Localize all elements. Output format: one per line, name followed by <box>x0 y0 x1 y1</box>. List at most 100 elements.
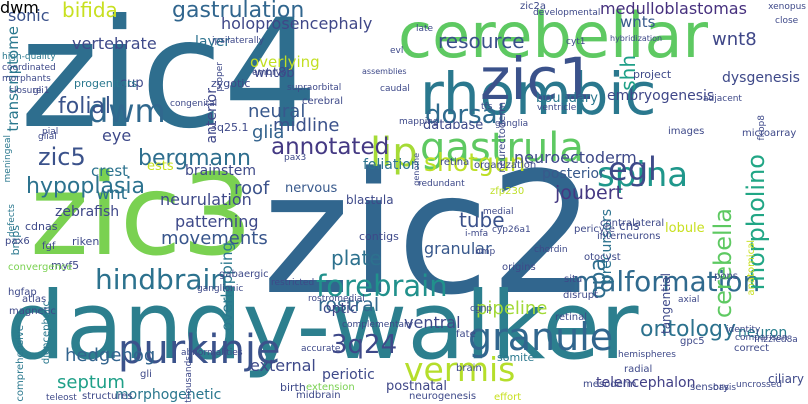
word-zfp230: zfp230 <box>490 186 525 197</box>
word-gastrula: gastrula <box>420 125 584 171</box>
word-pipeline: pipeline <box>476 298 548 319</box>
word-rhombic: rhombic <box>420 60 657 128</box>
word-ciliary: ciliary <box>768 372 804 386</box>
word-crest: crest <box>91 162 129 180</box>
word-rostral: rostral <box>318 294 380 316</box>
word-meningeal: meningeal <box>3 135 13 183</box>
word-anterior: anterior <box>204 88 220 144</box>
word-morphogenetic: morphogenetic <box>115 387 222 403</box>
word-ipsilaterally: ipsilaterally <box>212 36 265 46</box>
word-telencephalon: telencephalon <box>596 375 696 391</box>
word-structures: structures <box>82 391 133 402</box>
word-3q24: 3q24 <box>331 330 398 360</box>
word-dandy-walker: dandy-walker <box>6 272 639 381</box>
word-forebrain: forebrain <box>316 269 448 303</box>
word-hindbrain: hindbrain <box>95 263 229 296</box>
word-redundant: redundant <box>418 179 465 189</box>
word-neural: neural <box>248 101 306 122</box>
word-tube: tube <box>459 208 505 232</box>
word-holoprosencephaly: holoprosencephaly <box>221 14 373 33</box>
word-database: database <box>423 118 484 133</box>
word-bmp: bmp <box>475 247 496 257</box>
word-xenopus: xenopus <box>768 2 806 12</box>
word-zic4: zic4 <box>20 0 319 162</box>
word-teleost: teleost <box>46 393 77 403</box>
word-restricted: restricted <box>271 278 315 288</box>
word-foliation: foliation <box>363 157 420 173</box>
word-frizzled8a: frizzled8a <box>754 335 798 345</box>
word-axial: axial <box>678 295 700 305</box>
word-joubert: joubert <box>555 182 623 204</box>
word-contigs: contigs <box>359 230 399 243</box>
word-hemispheres: hemispheres <box>618 350 676 360</box>
word-neurulation: neurulation <box>160 190 252 209</box>
word-cyp26a1: cyp26a1 <box>492 225 531 235</box>
word-correct: correct <box>734 343 770 354</box>
word-spina: spina <box>597 155 689 195</box>
word-mapping: mapping <box>399 117 439 127</box>
word-patterning: patterning <box>175 212 259 231</box>
word-dysgenesis: dysgenesis <box>722 70 800 86</box>
word-boundary: boundary <box>536 91 598 106</box>
word-situ: situ <box>564 274 583 285</box>
word-riken: riken <box>72 235 100 248</box>
word-zic5: zic5 <box>38 143 86 171</box>
word-sonic: sonic <box>8 6 50 25</box>
word-3q25-1: 3q25.1 <box>210 121 249 134</box>
word-interneurons: interneurons <box>597 231 661 242</box>
word-closure: closure <box>9 86 42 96</box>
word-lobule: lobule <box>665 221 705 236</box>
word-ganglia: ganglia <box>495 119 529 129</box>
word-periotic: periotic <box>322 367 375 383</box>
word-fate: fate <box>456 329 476 340</box>
word-cgnp: cgnp <box>470 304 493 314</box>
word-granular: granular <box>424 239 492 258</box>
word-hypoplasia: hypoplasia <box>26 174 146 199</box>
word-layer: layer <box>195 34 231 50</box>
word-accurate: accurate <box>301 344 341 354</box>
word-septum: septum <box>57 372 125 393</box>
word-folial: folial <box>58 94 112 119</box>
word-origins: origins <box>502 262 536 273</box>
word-thousands: thousands <box>184 356 194 403</box>
word-dwm: dwm <box>88 92 166 130</box>
word-cerebral: cerebral <box>302 96 344 107</box>
word-postnatal: postnatal <box>386 379 447 394</box>
word-close: close <box>775 16 799 26</box>
word-movements: movements <box>161 228 268 249</box>
word-neuroectoderm: neuroectoderm <box>514 148 637 167</box>
word-progenitors: progenitors <box>74 77 138 90</box>
word-pericyte: pericyte <box>574 224 615 235</box>
word-fgf: fgf <box>42 241 56 252</box>
word-bergmann: bergmann <box>138 146 251 171</box>
word-wnt: wnt <box>96 184 128 204</box>
word-pax6: pax6 <box>5 236 30 247</box>
word-defects: defects <box>7 204 17 238</box>
word-otocyst: otocyst <box>584 252 621 263</box>
word-wnt8: wnt8 <box>712 29 757 50</box>
word-project: project <box>633 68 672 81</box>
word-neurectoderm: neurectoderm <box>497 102 508 173</box>
word-extension: extension <box>306 382 355 393</box>
word-cup: cup <box>120 76 144 91</box>
word-genome: genome <box>412 153 421 186</box>
word-pons: pons <box>714 271 739 282</box>
word-retinal: retinal <box>555 312 587 323</box>
word-granule: granule <box>468 315 614 359</box>
word-radial: radial <box>624 364 653 375</box>
word-egl: egl <box>608 150 657 188</box>
word-uncrossed: uncrossed <box>736 380 782 390</box>
word-convergence: convergence <box>8 262 73 273</box>
word-gpc5: gpc5 <box>680 336 705 347</box>
word-midline: midline <box>273 115 340 136</box>
word-cdnas: cdnas <box>25 220 58 233</box>
word-glia: glia <box>252 122 285 143</box>
word-supraorbital: supraorbital <box>287 83 342 93</box>
word-medulloblastomas: medulloblastomas <box>600 0 747 18</box>
word-birth: birth <box>280 381 306 394</box>
word-neurogenesis: neurogenesis <box>409 391 477 402</box>
word-retina: retina <box>440 157 470 168</box>
word-cyt1: cyt1 <box>566 37 586 47</box>
word-resource: resource <box>438 29 525 53</box>
